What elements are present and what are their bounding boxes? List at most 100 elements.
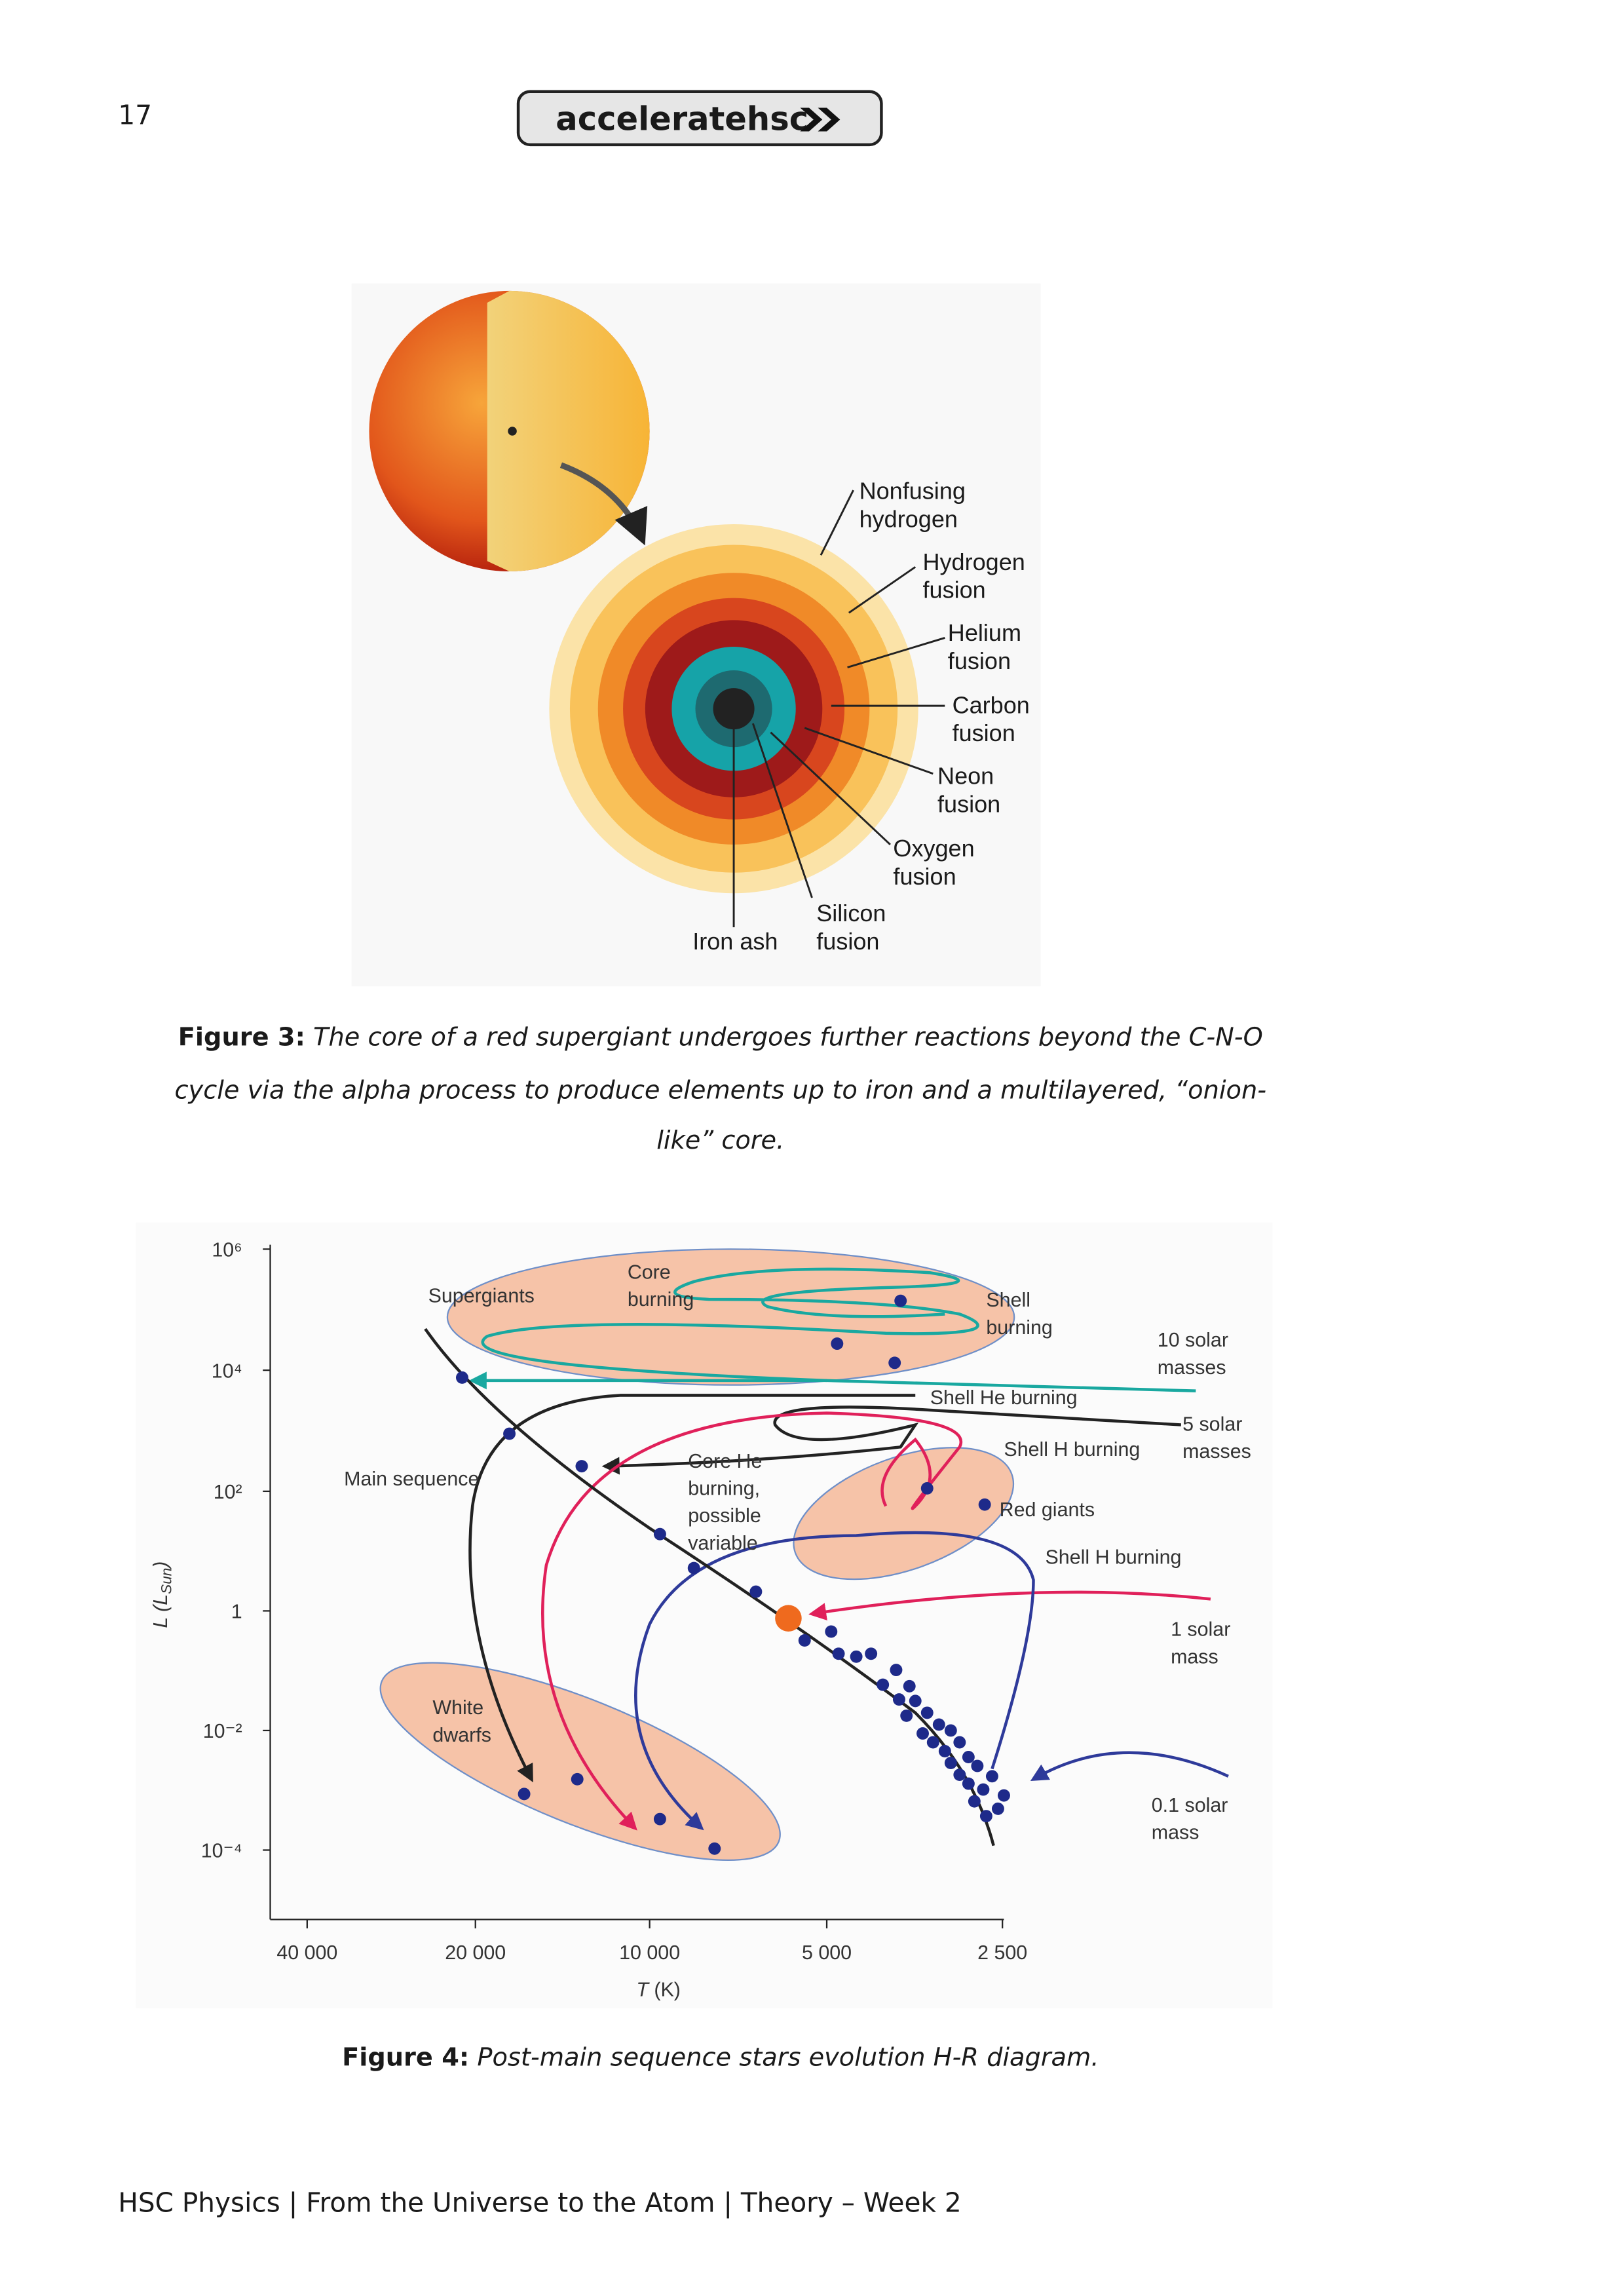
figure-label: fusion [953, 719, 1015, 746]
star-dot [953, 1769, 966, 1782]
figure-label: Helium [948, 619, 1021, 646]
x-tick-label: 40 000 [276, 1942, 337, 1964]
stars [455, 1294, 1010, 1855]
leader-lines [732, 489, 945, 928]
figure-label: masses [1158, 1356, 1226, 1379]
y-axis-label: L (LSun) [149, 1561, 175, 1628]
star-dot [850, 1650, 863, 1663]
caption-text: cycle via the alpha process to produce e… [175, 1076, 1267, 1105]
figure-label: White [432, 1696, 483, 1719]
page-number: 17 [118, 99, 152, 130]
figure-label: hydrogen [859, 505, 958, 532]
figure-4: 10⁶ 10⁴ 10² 1 10⁻² 10⁻⁴ 40 000 20 000 10 000 5 00… [136, 1222, 1273, 2072]
figure-label: Shell H burning [1046, 1546, 1182, 1568]
star-dot [985, 1770, 998, 1783]
star-dot [571, 1772, 584, 1786]
figure-label: variable [688, 1532, 757, 1554]
figure-label: fusion [816, 928, 879, 955]
star-dot [825, 1625, 838, 1638]
figure-label: Core He [688, 1450, 762, 1472]
star-dot [832, 1647, 845, 1660]
star-dot [971, 1759, 984, 1772]
star-dot [978, 1498, 991, 1511]
figure-label: 10 solar [1158, 1329, 1228, 1351]
figure-label: 1 solar [1171, 1618, 1230, 1641]
star-dot [968, 1795, 981, 1808]
figure-label: possible [688, 1504, 761, 1527]
star-dot [979, 1810, 992, 1823]
label-main: L (L [149, 1594, 172, 1628]
star-dot [749, 1585, 763, 1598]
star-dot [518, 1788, 531, 1801]
logo-box [516, 90, 883, 147]
caption-label: Figure 4: [342, 2042, 469, 2072]
figure-label: fusion [923, 577, 986, 603]
figure-label: burning [986, 1316, 1052, 1339]
star-dot [953, 1736, 966, 1749]
star-dot [888, 1356, 901, 1369]
star-dot [798, 1634, 811, 1647]
star-dot [916, 1727, 929, 1740]
figure-label: Iron ash [692, 928, 778, 955]
caption-text: The core of a red supergiant undergoes f… [313, 1022, 1263, 1052]
label-symbol: T [636, 1979, 650, 2001]
figure-label: Neon [937, 763, 994, 790]
label-close: ) [149, 1561, 172, 1570]
figure-label: Oxygen [893, 835, 974, 862]
y-tick-label: 10² [214, 1481, 242, 1503]
figure-label: fusion [948, 647, 1011, 674]
y-tick-label: 10⁻² [203, 1720, 242, 1742]
x-axis-label: T (K) [636, 1979, 681, 2001]
star-dot [997, 1789, 1010, 1802]
star-core [508, 427, 517, 436]
figure-label: burning [628, 1288, 694, 1311]
footer: HSC Physics | From the Universe to the A… [118, 2187, 961, 2219]
y-tick-label: 10⁶ [212, 1239, 242, 1261]
x-tick-label: 20 000 [445, 1942, 506, 1964]
star-dot [653, 1527, 666, 1540]
star-dot [909, 1694, 922, 1708]
figure-label: mass [1152, 1822, 1199, 1844]
figure-label: Silicon [816, 900, 886, 927]
figure-label: fusion [937, 790, 1000, 817]
star-dot [831, 1337, 844, 1350]
figure-3: NonfusinghydrogenHydrogenfusionHeliumfus… [175, 283, 1267, 1155]
figure-label: Shell He burning [930, 1387, 1078, 1409]
star-dot [944, 1757, 957, 1769]
y-tick-label: 10⁴ [212, 1360, 242, 1382]
zoom-arrow [559, 462, 648, 546]
x-tick-label: 5 000 [802, 1942, 852, 1964]
star-dot [877, 1678, 890, 1691]
star-dot [977, 1783, 990, 1796]
figure-label: Shell [986, 1289, 1030, 1311]
figure-label: masses [1182, 1440, 1251, 1463]
figure-label: Main sequence [344, 1468, 479, 1490]
x-tick-label: 10 000 [619, 1942, 680, 1964]
star-dot [920, 1482, 934, 1495]
caption: Figure 4: Post-main sequence stars evolu… [342, 2042, 1099, 2072]
star-dot [938, 1745, 951, 1757]
figure-label: Hydrogen [923, 548, 1025, 575]
label-unit: (K) [654, 1979, 681, 2001]
caption-label: Figure 3: [178, 1022, 305, 1052]
star-dot [455, 1371, 468, 1384]
star-dot [503, 1427, 516, 1440]
star-dot [900, 1709, 913, 1722]
y-tick-label: 1 [231, 1601, 242, 1623]
figure-label: 0.1 solar [1152, 1794, 1228, 1816]
logo-chevrons [800, 107, 840, 132]
star-dot [892, 1693, 905, 1706]
star-dot [962, 1777, 975, 1790]
star-dot [932, 1718, 945, 1731]
star-dot [991, 1802, 1004, 1815]
star-dot [653, 1812, 666, 1826]
figure-label: Shell H burning [1004, 1438, 1140, 1461]
figure-label: Nonfusing [859, 478, 966, 505]
figure-label: Supergiants [428, 1284, 535, 1307]
label-sub: Sun [159, 1568, 175, 1594]
caption-text: like” core. [656, 1126, 784, 1155]
figure-label: mass [1171, 1645, 1218, 1668]
star-dot [920, 1706, 934, 1719]
